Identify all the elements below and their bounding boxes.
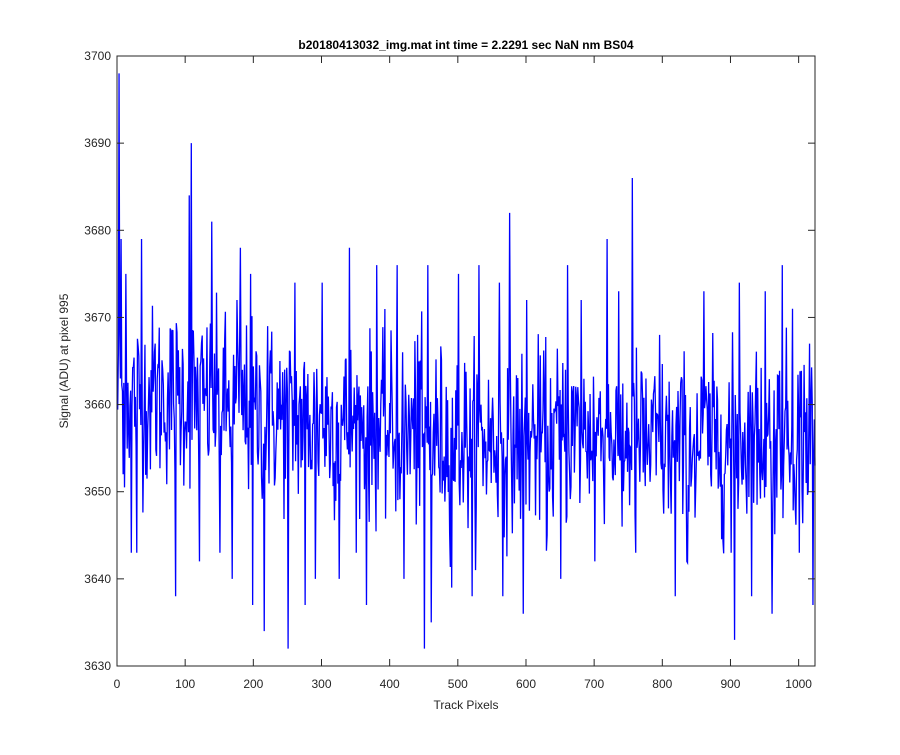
chart-title: b20180413032_img.mat int time = 2.2291 s… [298,38,634,52]
x-tick-label: 900 [720,677,740,691]
x-axis-label: Track Pixels [434,698,499,712]
y-tick-label: 3680 [84,223,111,237]
x-tick-label: 600 [516,677,536,691]
x-axis-ticks: 0 100 200 300 400 500 600 700 800 900 1000 [114,56,812,691]
x-tick-label: 400 [380,677,400,691]
x-tick-label: 100 [175,677,195,691]
x-tick-label: 1000 [785,677,812,691]
y-tick-label: 3700 [84,49,111,63]
y-tick-label: 3650 [84,485,111,499]
y-tick-label: 3630 [84,659,111,673]
x-tick-label: 200 [243,677,263,691]
x-tick-label: 500 [448,677,468,691]
y-tick-label: 3660 [84,398,111,412]
y-axis-label: Signal (ADU) at pixel 995 [57,293,71,428]
y-axis-ticks: 3630 3640 3650 3660 3670 3680 3690 3700 [84,49,815,673]
series-layer [117,73,816,649]
plot-area [117,56,815,666]
y-tick-label: 3690 [84,136,111,150]
series-line [117,73,816,649]
x-tick-label: 700 [584,677,604,691]
axes-box [116,55,816,667]
x-tick-label: 0 [114,677,121,691]
y-tick-label: 3670 [84,310,111,324]
x-tick-label: 300 [311,677,331,691]
x-tick-label: 800 [652,677,672,691]
y-tick-label: 3640 [84,572,111,586]
